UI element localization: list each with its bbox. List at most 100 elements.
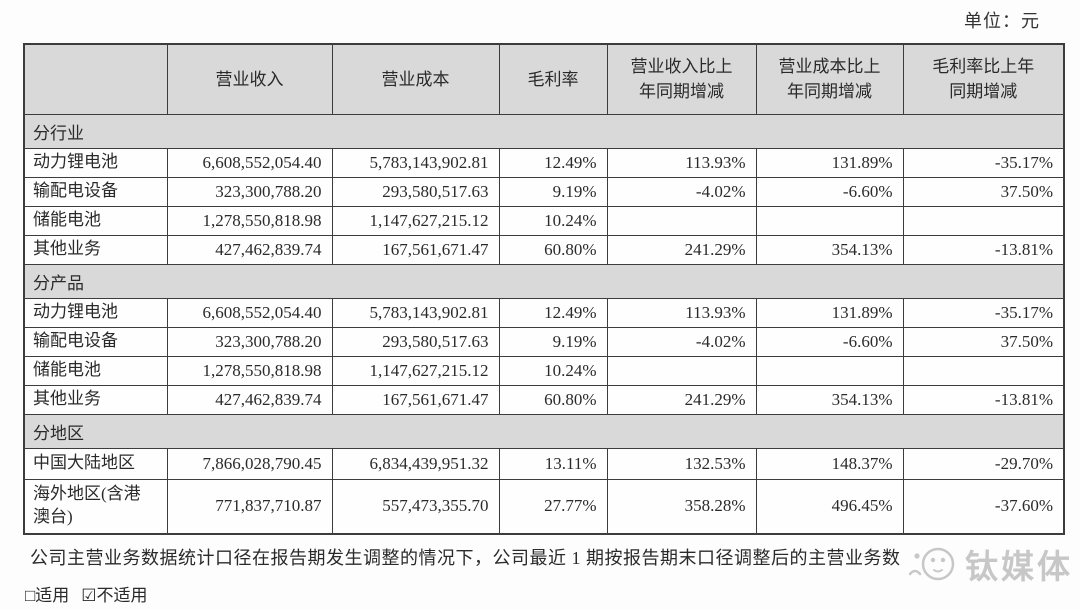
cost-yoy-cell: 148.37%: [755, 447, 904, 480]
gross-margin-cell: 13.11%: [498, 447, 608, 480]
cost-cell: 167,561,671.47: [331, 384, 500, 415]
row-label-cell: 动力锂电池: [23, 147, 168, 178]
cost-yoy-cell: 131.89%: [755, 297, 904, 328]
gross-margin-cell: 60.80%: [498, 384, 608, 415]
row-label-cell: 储能电池: [23, 355, 168, 386]
table-row: 动力锂电池 6,608,552,054.40 5,783,143,902.81 12.…: [23, 147, 1065, 178]
row-label-cell: 海外地区(含港 澳台): [23, 478, 168, 535]
revenue-yoy-cell: 132.53%: [606, 447, 757, 480]
revenue-cell: 323,300,788.20: [166, 176, 333, 207]
cost-cell: 5,783,143,902.81: [331, 147, 500, 178]
gross-margin-cell: 12.49%: [498, 147, 608, 178]
col-header-margin-yoy: 毛利率比上年 同期增减: [902, 43, 1065, 115]
cost-yoy-cell: 496.45%: [755, 478, 904, 535]
col-header-category: [23, 43, 168, 115]
gross-margin-cell: 10.24%: [498, 205, 608, 236]
cost-yoy-cell: -6.60%: [755, 176, 904, 207]
margin-yoy-cell: -37.60%: [902, 478, 1065, 535]
table-row: 动力锂电池 6,608,552,054.40 5,783,143,902.81 12.…: [23, 297, 1065, 328]
revenue-yoy-cell: 113.93%: [606, 147, 757, 178]
revenue-cell: 1,278,550,818.98: [166, 355, 333, 386]
cost-yoy-cell: 131.89%: [755, 147, 904, 178]
revenue-yoy-cell: 113.93%: [606, 297, 757, 328]
margin-yoy-cell: [902, 355, 1065, 386]
gross-margin-cell: 27.77%: [498, 478, 608, 535]
table-row: 输配电设备 323,300,788.20 293,580,517.63 9.19% -4…: [23, 326, 1065, 357]
margin-yoy-cell: -29.70%: [902, 447, 1065, 480]
footer-note: 公司主营业务数据统计口径在报告期发生调整的情况下，公司最近 1 期按报告期末口径…: [30, 548, 901, 568]
cost-cell: 6,834,439,951.32: [331, 447, 500, 480]
revenue-cell: 7,866,028,790.45: [166, 447, 333, 480]
col-header-gross-margin: 毛利率: [498, 43, 608, 115]
margin-yoy-cell: 37.50%: [902, 176, 1065, 207]
table-row: 中国大陆地区 7,866,028,790.45 6,834,439,951.32 13…: [23, 447, 1065, 480]
margin-yoy-cell: -35.17%: [902, 147, 1065, 178]
col-header-cost: 营业成本: [331, 43, 500, 115]
cost-yoy-cell: [755, 205, 904, 236]
revenue-yoy-cell: 241.29%: [606, 384, 757, 415]
cost-cell: 293,580,517.63: [331, 176, 500, 207]
margin-yoy-cell: -35.17%: [902, 297, 1065, 328]
cost-yoy-cell: 354.13%: [755, 384, 904, 415]
cost-cell: 557,473,355.70: [331, 478, 500, 535]
revenue-yoy-cell: 358.28%: [606, 478, 757, 535]
col-header-cost-yoy: 营业成本比上 年同期增减: [755, 43, 904, 115]
cost-cell: 1,147,627,215.12: [331, 205, 500, 236]
gross-margin-cell: 60.80%: [498, 234, 608, 265]
section-title: 分产品: [23, 263, 1065, 299]
cost-cell: 5,783,143,902.81: [331, 297, 500, 328]
watermark-text: 钛媒体: [965, 548, 1073, 585]
row-label-cell: 输配电设备: [23, 176, 168, 207]
col-header-revenue-yoy: 营业收入比上 年同期增减: [606, 43, 757, 115]
section-row-by-product: 分产品: [23, 263, 1065, 299]
section-row-by-region: 分地区: [23, 413, 1065, 449]
revenue-yoy-cell: [606, 355, 757, 386]
cost-cell: 167,561,671.47: [331, 234, 500, 265]
revenue-cell: 427,462,839.74: [166, 384, 333, 415]
gross-margin-cell: 9.19%: [498, 326, 608, 357]
row-label-cell: 输配电设备: [23, 326, 168, 357]
main-business-table: 营业收入 营业成本 毛利率 营业收入比上 年同期增减 营业成本比上 年同期增减 …: [23, 43, 1065, 535]
table-header: 营业收入 营业成本 毛利率 营业收入比上 年同期增减 营业成本比上 年同期增减 …: [23, 43, 1065, 115]
cost-cell: 293,580,517.63: [331, 326, 500, 357]
header-row: 营业收入 营业成本 毛利率 营业收入比上 年同期增减 营业成本比上 年同期增减 …: [23, 43, 1065, 115]
section-row-by-industry: 分行业: [23, 113, 1065, 149]
revenue-cell: 771,837,710.87: [166, 478, 333, 535]
revenue-yoy-cell: 241.29%: [606, 234, 757, 265]
tmtpost-logo-icon: [908, 547, 955, 581]
row-label-cell: 其他业务: [23, 384, 168, 415]
revenue-yoy-cell: -4.02%: [606, 326, 757, 357]
table-row: 储能电池 1,278,550,818.98 1,147,627,215.12 10.2…: [23, 205, 1065, 236]
cost-yoy-cell: 354.13%: [755, 234, 904, 265]
row-label-cell: 其他业务: [23, 234, 168, 265]
margin-yoy-cell: [902, 205, 1065, 236]
revenue-yoy-cell: -4.02%: [606, 176, 757, 207]
row-label-cell: 动力锂电池: [23, 297, 168, 328]
gross-margin-cell: 9.19%: [498, 176, 608, 207]
cost-yoy-cell: -6.60%: [755, 326, 904, 357]
margin-yoy-cell: -13.81%: [902, 234, 1065, 265]
tmtpost-watermark: 钛媒体: [908, 540, 1073, 588]
table-row: 储能电池 1,278,550,818.98 1,147,627,215.12 10.2…: [23, 355, 1065, 386]
row-label-cell: 中国大陆地区: [23, 447, 168, 480]
unit-label: 单位：元: [964, 11, 1040, 31]
margin-yoy-cell: 37.50%: [902, 326, 1065, 357]
table-row: 输配电设备 323,300,788.20 293,580,517.63 9.19% -4…: [23, 176, 1065, 207]
table-row: 海外地区(含港 澳台) 771,837,710.87 557,473,355.70 2…: [23, 478, 1065, 535]
gross-margin-cell: 12.49%: [498, 297, 608, 328]
section-title: 分地区: [23, 413, 1065, 449]
revenue-cell: 6,608,552,054.40: [166, 147, 333, 178]
gross-margin-cell: 10.24%: [498, 355, 608, 386]
applicable-option: □适用: [25, 586, 70, 605]
col-header-revenue: 营业收入: [166, 43, 333, 115]
cost-yoy-cell: [755, 355, 904, 386]
revenue-cell: 6,608,552,054.40: [166, 297, 333, 328]
section-title: 分行业: [23, 113, 1065, 149]
table-row: 其他业务 427,462,839.74 167,561,671.47 60.80% 24…: [23, 384, 1065, 415]
cost-cell: 1,147,627,215.12: [331, 355, 500, 386]
row-label-cell: 储能电池: [23, 205, 168, 236]
revenue-yoy-cell: [606, 205, 757, 236]
revenue-cell: 1,278,550,818.98: [166, 205, 333, 236]
not-applicable-option: ☑不适用: [81, 586, 148, 605]
